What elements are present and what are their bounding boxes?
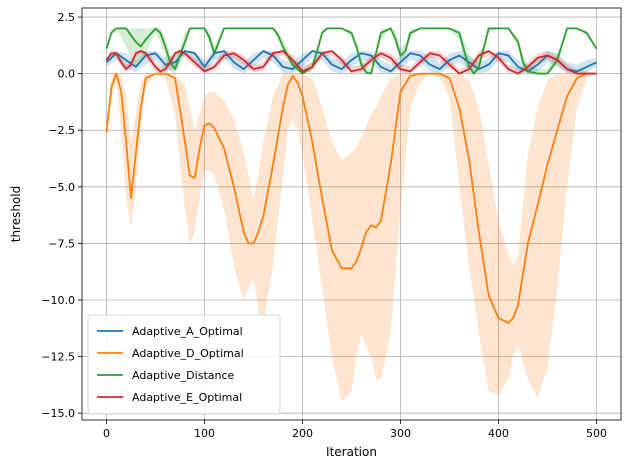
y-tick-label: −2.5 xyxy=(48,124,75,137)
y-tick-label: 0.0 xyxy=(58,68,76,81)
series-line-adaptive-a-optimal xyxy=(105,50,597,73)
legend-label: Adaptive_Distance xyxy=(132,369,235,382)
y-tick-label: −7.5 xyxy=(48,237,75,250)
series-line-adaptive-d-optimal xyxy=(105,72,597,324)
legend-label: Adaptive_A_Optimal xyxy=(132,325,243,338)
plot-frame xyxy=(81,7,622,421)
y-tick-label: 2.5 xyxy=(58,11,76,24)
x-tick-label: 100 xyxy=(194,427,215,440)
y-tick-label: −10.0 xyxy=(41,294,75,307)
y-tick-label: −12.5 xyxy=(41,351,75,364)
x-tick-label: 200 xyxy=(292,427,313,440)
x-tick-label: 400 xyxy=(488,427,509,440)
legend-label: Adaptive_D_Optimal xyxy=(132,347,244,360)
x-tick-label: 0 xyxy=(103,427,110,440)
legend-label: Adaptive_E_Optimal xyxy=(132,391,242,404)
legend-box xyxy=(87,314,281,415)
grid-lines xyxy=(82,8,621,420)
y-tick-label: −15.0 xyxy=(41,407,75,420)
series-line-adaptive-distance xyxy=(105,27,598,75)
x-tick-label: 300 xyxy=(390,427,411,440)
legend: Adaptive_A_Optimal Adaptive_D_Optimal Adap… xyxy=(87,314,281,415)
series-lines xyxy=(105,27,598,324)
axis-ticks: 0 100 200 300 400 500 2.5 0.0 −2.5 −5.0 −7.5 −10.0 −… xyxy=(41,11,607,440)
x-tick-label: 500 xyxy=(586,427,607,440)
band-adaptive-d-optimal xyxy=(106,73,597,402)
y-tick-label: −5.0 xyxy=(48,181,75,194)
series-line-adaptive-e-optimal xyxy=(105,50,597,75)
y-axis-label: threshold xyxy=(9,186,23,243)
x-axis-label: Iteration xyxy=(326,445,377,459)
